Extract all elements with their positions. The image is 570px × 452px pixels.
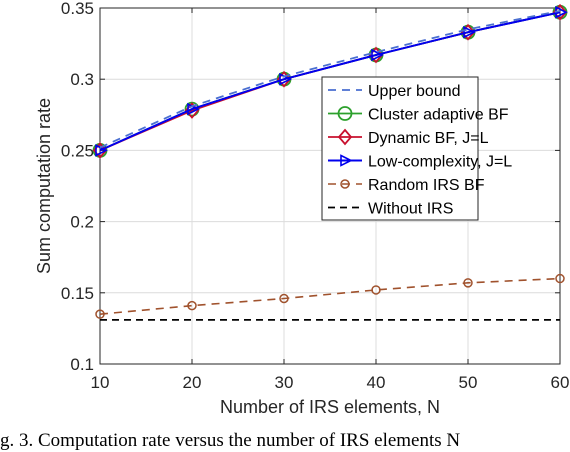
point-marker bbox=[95, 309, 105, 319]
point-marker bbox=[463, 278, 473, 288]
point-marker bbox=[340, 179, 350, 189]
point-marker bbox=[371, 48, 384, 62]
legend-entry: Cluster adaptive BF bbox=[328, 106, 509, 124]
series-line bbox=[99, 11, 561, 152]
legend-label: Dynamic BF, J=L bbox=[368, 130, 489, 147]
y-tick-label: 0.3 bbox=[70, 70, 94, 89]
legend-label: Low-complexity, J=L bbox=[368, 154, 512, 171]
y-tick-label: 0.25 bbox=[61, 141, 94, 160]
legend-entry: Random IRS BF bbox=[328, 177, 485, 194]
x-tick-label: 50 bbox=[459, 373, 478, 392]
legend-label: Cluster adaptive BF bbox=[368, 107, 509, 124]
legend-entry: Dynamic BF, J=L bbox=[328, 128, 489, 147]
point-marker bbox=[279, 293, 289, 304]
x-tick-label: 40 bbox=[367, 373, 386, 392]
series-line bbox=[99, 277, 561, 315]
y-axis-label: Sum computation rate bbox=[34, 98, 54, 274]
series-random-irs-bf bbox=[95, 273, 565, 319]
point-marker bbox=[337, 128, 353, 146]
point-marker bbox=[187, 300, 197, 311]
y-tick-label: 0.35 bbox=[61, 0, 94, 18]
x-tick-label: 60 bbox=[551, 373, 570, 392]
plot-frame bbox=[99, 7, 561, 365]
point-marker bbox=[371, 285, 381, 295]
y-tick-label: 0.1 bbox=[70, 355, 94, 374]
legend-label: Random IRS BF bbox=[368, 177, 485, 194]
legend-entry: Low-complexity, J=L bbox=[328, 154, 512, 171]
series-lines bbox=[92, 3, 568, 321]
y-ticks: 0.1 0.15 0.2 0.25 0.3 0.35 bbox=[61, 0, 560, 374]
y-tick-label: 0.15 bbox=[61, 284, 94, 303]
figure-caption: g. 3. Computation rate versus the number… bbox=[0, 430, 461, 451]
point-marker bbox=[555, 273, 565, 284]
series-line bbox=[99, 9, 561, 149]
legend-entry: Upper bound bbox=[328, 83, 461, 100]
x-tick-label: 30 bbox=[275, 373, 294, 392]
chart: 10 20 30 40 50 60 0.1 0.15 0.2 0.25 0.3 0.35 Numbe… bbox=[34, 0, 570, 417]
legend-entry: Without IRS bbox=[328, 201, 453, 218]
point-marker bbox=[463, 25, 476, 39]
series-upper-bound bbox=[99, 9, 561, 149]
x-ticks: 10 20 30 40 50 60 bbox=[91, 8, 570, 392]
x-tick-label: 10 bbox=[91, 373, 110, 392]
legend: Upper bound Cluster adaptive BF Dynamic BF… bbox=[321, 76, 512, 221]
legend-label: Without IRS bbox=[368, 201, 453, 218]
point-marker bbox=[337, 106, 353, 121]
point-marker bbox=[340, 154, 353, 167]
legend-label: Upper bound bbox=[368, 83, 461, 100]
x-axis-label: Number of IRS elements, N bbox=[220, 397, 440, 417]
legend-box bbox=[321, 76, 479, 221]
y-tick-label: 0.2 bbox=[70, 213, 94, 232]
x-tick-label: 20 bbox=[183, 373, 202, 392]
